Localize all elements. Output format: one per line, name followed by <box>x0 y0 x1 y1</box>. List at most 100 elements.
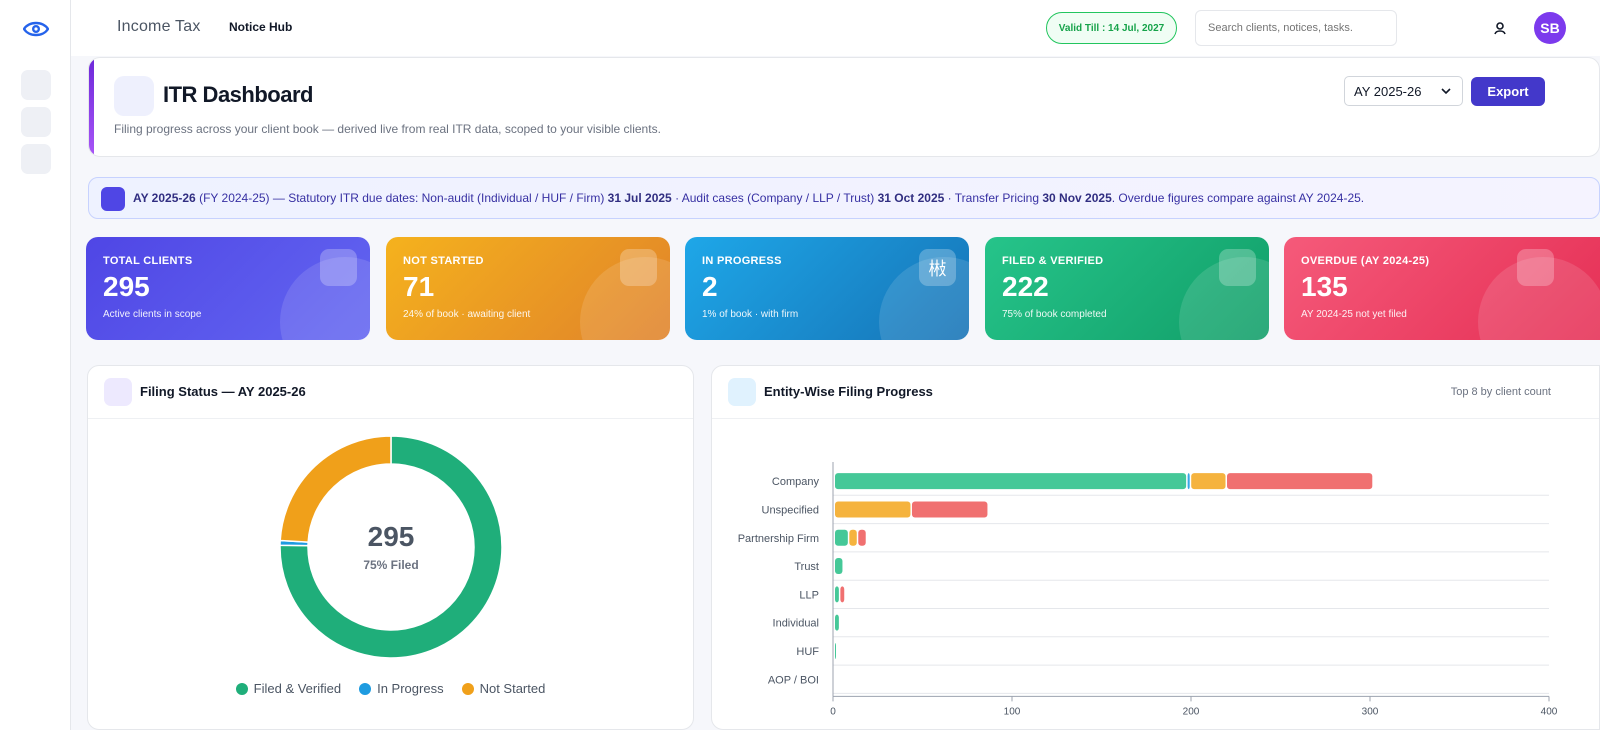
pie-chart-icon <box>104 378 132 406</box>
search-input[interactable] <box>1195 10 1397 46</box>
bar-segment[interactable] <box>835 473 1187 490</box>
legend-dot <box>461 682 474 695</box>
kpi-label: NOT STARTED <box>403 255 484 267</box>
kpi-in-progress[interactable]: 㪔 IN PROGRESS 2 1% of book · with firm <box>685 237 969 340</box>
sidebar-item-1[interactable] <box>21 70 51 100</box>
assessment-year-select[interactable]: AY 2025-26 <box>1344 76 1463 106</box>
panel-header: Filing Status — AY 2025-26 <box>88 366 693 419</box>
x-tick-label: 100 <box>1004 706 1021 717</box>
header-accent <box>89 58 94 156</box>
sidebar-item-2[interactable] <box>21 107 51 137</box>
entity-progress-panel: Entity-Wise Filing Progress Top 8 by cli… <box>711 365 1600 730</box>
bar-segment[interactable] <box>1227 473 1373 490</box>
panel-note: Top 8 by client count <box>1450 386 1551 398</box>
legend-item[interactable]: Not Started <box>461 681 545 696</box>
x-tick-label: 400 <box>1541 706 1558 717</box>
banner-tail: . Overdue figures compare against AY 202… <box>1111 191 1365 205</box>
progress-glyph-icon: 㪔 <box>919 249 956 286</box>
bar-segment[interactable] <box>1187 473 1190 490</box>
bar-segment[interactable] <box>858 529 866 546</box>
kpi-value: 71 <box>403 271 435 302</box>
bar-segment[interactable] <box>1191 473 1226 490</box>
avatar[interactable]: SB <box>1534 12 1566 44</box>
banner-date-3: 30 Nov 2025 <box>1042 191 1112 205</box>
validity-badge: Valid Till : 14 Jul, 2027 <box>1046 12 1177 44</box>
legend-label: Filed & Verified <box>253 681 342 696</box>
kpi-overdue[interactable]: OVERDUE (AY 2024-25) 135 AY 2024-25 not … <box>1284 237 1600 340</box>
page-title: ITR Dashboard <box>163 82 313 107</box>
kpi-label: OVERDUE (AY 2024-25) <box>1301 255 1430 267</box>
category-label: Individual <box>773 618 819 630</box>
info-icon <box>101 187 125 211</box>
page-subtitle: Filing progress across your client book … <box>114 122 661 136</box>
kpi-label: IN PROGRESS <box>702 255 782 267</box>
kpi-filed-verified[interactable]: FILED & VERIFIED 222 75% of book complet… <box>985 237 1269 340</box>
bar-segment[interactable] <box>835 614 839 631</box>
kpi-value: 135 <box>1301 271 1348 302</box>
x-tick-label: 300 <box>1362 706 1379 717</box>
kpi-sub: 1% of book · with firm <box>702 309 799 320</box>
banner-mid-2: · Transfer Pricing <box>944 191 1043 205</box>
donut-filed-percent: 75% Filed <box>363 558 419 572</box>
user-icon[interactable] <box>1492 20 1508 36</box>
legend-item[interactable]: In Progress <box>359 681 444 696</box>
donut-legend: Filed & Verified In Progress Not Started <box>88 681 693 696</box>
nav-notice-hub[interactable]: Notice Hub <box>229 20 293 34</box>
check-icon <box>1219 249 1256 286</box>
eye-icon[interactable] <box>21 14 51 44</box>
dashboard-header: ITR Dashboard Filing progress across you… <box>88 57 1600 157</box>
donut-slice-not-started[interactable] <box>279 435 392 543</box>
topbar: Income Tax Notice Hub Valid Till : 14 Ju… <box>71 0 1600 56</box>
kpi-value: 222 <box>1002 271 1049 302</box>
bar-segment[interactable] <box>849 529 857 546</box>
category-label: Company <box>772 476 820 488</box>
bar-segment[interactable] <box>911 501 988 518</box>
banner-ay: AY 2025-26 <box>133 191 196 205</box>
panel-header: Entity-Wise Filing Progress Top 8 by cli… <box>712 366 1599 419</box>
banner-text: AY 2025-26 (FY 2024-25) — Statutory ITR … <box>133 191 1364 205</box>
bar-segment[interactable] <box>835 529 848 546</box>
category-label: LLP <box>799 589 819 601</box>
assessment-year-value: AY 2025-26 <box>1354 83 1422 99</box>
sidebar-item-3[interactable] <box>21 144 51 174</box>
donut-slice-filed-verified[interactable] <box>279 435 503 659</box>
kpi-not-started[interactable]: NOT STARTED 71 24% of book · awaiting cl… <box>386 237 670 340</box>
kpi-total-clients[interactable]: TOTAL CLIENTS 295 Active clients in scop… <box>86 237 370 340</box>
kpi-value: 295 <box>103 271 150 302</box>
filing-status-panel: Filing Status — AY 2025-26 295 75% Filed… <box>87 365 694 730</box>
bar-chart-icon <box>728 378 756 406</box>
category-label: Trust <box>794 561 819 573</box>
kpi-sub: Active clients in scope <box>103 309 202 320</box>
legend-dot <box>359 682 372 695</box>
legend-label: In Progress <box>377 681 444 696</box>
app-title: Income Tax <box>117 18 201 35</box>
x-tick-label: 0 <box>830 706 836 717</box>
panel-title: Entity-Wise Filing Progress <box>764 384 933 399</box>
bar-segment[interactable] <box>835 501 911 518</box>
kpi-label: TOTAL CLIENTS <box>103 255 193 267</box>
chevron-down-icon <box>1441 88 1451 95</box>
export-button[interactable]: Export <box>1471 77 1545 106</box>
kpi-sub: 24% of book · awaiting client <box>403 309 531 320</box>
bar-segment[interactable] <box>835 558 843 575</box>
due-dates-banner: AY 2025-26 (FY 2024-25) — Statutory ITR … <box>88 177 1600 219</box>
category-label: HUF <box>796 646 819 658</box>
kpi-label: FILED & VERIFIED <box>1002 255 1104 267</box>
panel-title: Filing Status — AY 2025-26 <box>140 384 306 399</box>
bar-segment[interactable] <box>835 586 839 603</box>
sidebar <box>0 0 71 730</box>
dashboard-icon <box>114 76 154 116</box>
category-label: Unspecified <box>762 504 819 516</box>
kpi-value: 2 <box>702 271 718 302</box>
bar-segment[interactable] <box>835 642 836 659</box>
category-label: AOP / BOI <box>768 674 819 686</box>
legend-dot <box>235 682 248 695</box>
category-label: Partnership Firm <box>738 533 819 545</box>
x-tick-label: 200 <box>1183 706 1200 717</box>
banner-mid-1: · Audit cases (Company / LLP / Trust) <box>671 191 878 205</box>
banner-date-2: 31 Oct 2025 <box>877 191 945 205</box>
clock-icon <box>620 249 657 286</box>
legend-item[interactable]: Filed & Verified <box>235 681 342 696</box>
bar-segment[interactable] <box>840 586 845 603</box>
donut-total: 295 <box>367 521 415 552</box>
